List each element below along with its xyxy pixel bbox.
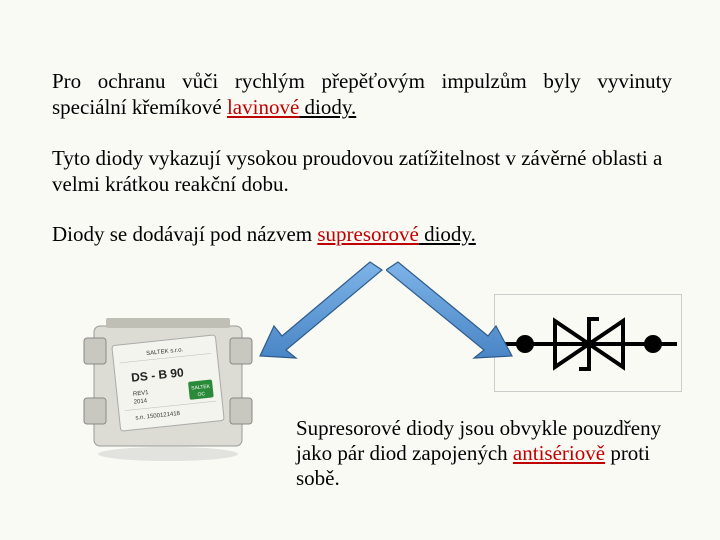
arrow-left	[252, 256, 392, 366]
arrow-right	[386, 256, 526, 366]
device-image: SALTEK s.r.o. DS - B 90 REV1 2014 s.n. 1…	[76, 298, 261, 463]
p2-text: Tyto diody vykazují vysokou proudovou za…	[52, 146, 662, 196]
svg-text:OC: OC	[197, 391, 205, 398]
p1-red: lavinové	[227, 95, 299, 119]
p4-red: antisériově	[513, 441, 605, 465]
paragraph-3: Diody se dodávají pod názvem supresorové…	[52, 221, 672, 247]
p3-text-a: Diody se dodávají pod názvem	[52, 222, 317, 246]
p1-text-a: Pro ochranu vůči rychlým přepěťovým impu…	[52, 69, 672, 119]
paragraph-2: Tyto diody vykazují vysokou proudovou za…	[52, 145, 672, 198]
p3-red: supresorové	[317, 222, 418, 246]
paragraph-4: Supresorové diody jsou obvykle pouzdřeny…	[296, 416, 666, 492]
paragraph-1: Pro ochranu vůči rychlým přepěťovým impu…	[52, 68, 672, 121]
p3-text-b: diody.	[419, 222, 476, 246]
p1-text-b: diody.	[299, 95, 356, 119]
